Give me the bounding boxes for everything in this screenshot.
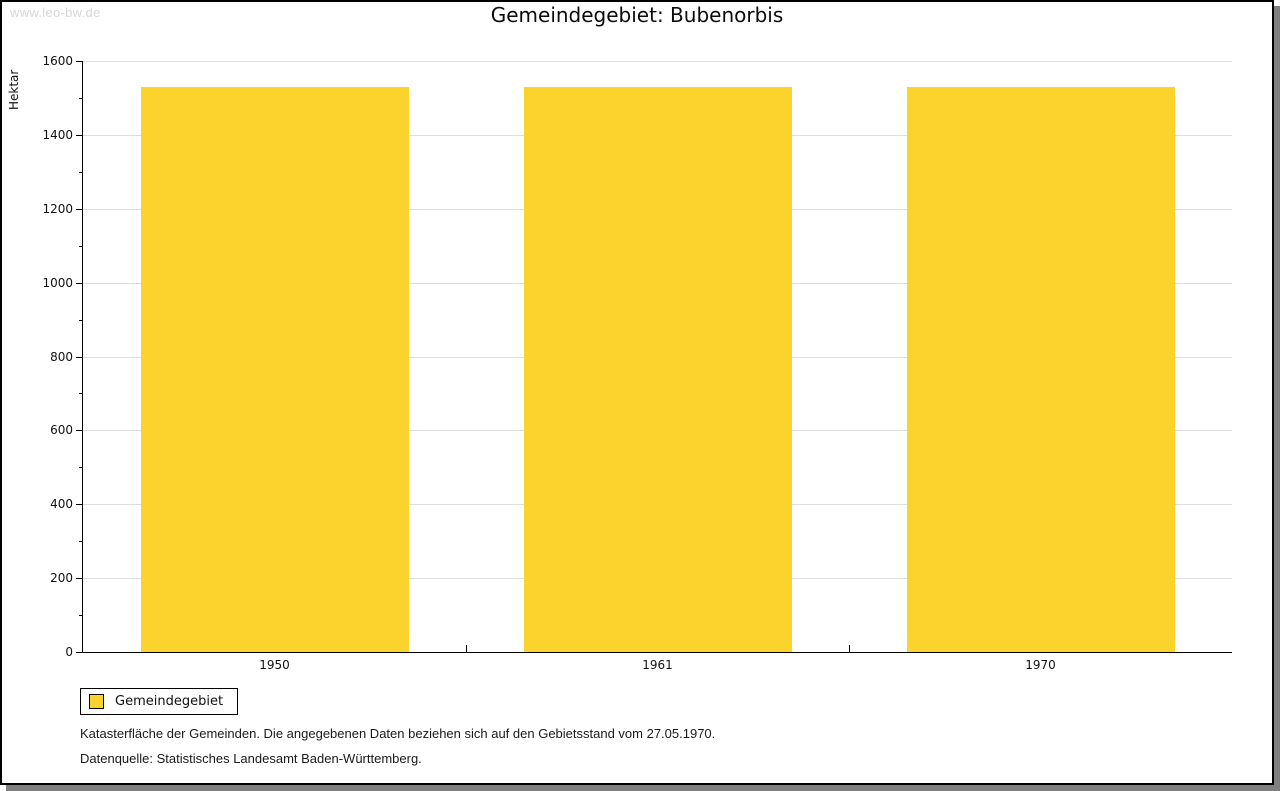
x-axis-label-1950: 1950	[259, 658, 290, 672]
y-axis-minor-tick	[79, 541, 83, 543]
x-axis-label-1961: 1961	[642, 658, 673, 672]
y-axis-major-tick	[76, 61, 83, 62]
y-axis-label: Hektar	[7, 69, 21, 110]
y-axis-tick-label: 0	[65, 645, 73, 659]
y-axis-minor-tick	[79, 171, 83, 173]
y-axis-major-tick	[76, 430, 83, 432]
y-axis-tick-label: 800	[50, 349, 73, 364]
y-axis-tick-label: 1200	[42, 201, 73, 216]
y-axis-minor-tick	[79, 393, 83, 395]
legend-swatch-icon	[89, 694, 104, 709]
y-axis-minor-tick	[79, 245, 83, 247]
y-axis-tick-label: 200	[50, 571, 73, 586]
y-axis-major-tick	[76, 652, 83, 653]
legend: Gemeindegebiet	[80, 688, 239, 715]
y-axis-major-tick	[76, 134, 83, 136]
category-boundary-tick	[466, 645, 467, 652]
y-axis-minor-tick	[79, 615, 83, 617]
bar-1950	[140, 86, 409, 652]
y-axis-major-tick	[76, 504, 83, 506]
y-axis-tick-label: 1400	[42, 127, 73, 142]
y-axis-tick-label: 1600	[42, 54, 73, 68]
x-axis-label-1970: 1970	[1025, 658, 1056, 672]
y-axis-tick-label: 600	[50, 423, 73, 438]
y-axis-major-tick	[76, 578, 83, 580]
bar-1970	[906, 86, 1175, 652]
gridline	[83, 61, 1232, 62]
footnote-data-basis: Katasterfläche der Gemeinden. Die angege…	[80, 726, 716, 741]
y-axis-minor-tick	[79, 97, 83, 99]
y-axis-major-tick	[76, 208, 83, 210]
chart-title: Gemeindegebiet: Bubenorbis	[490, 3, 784, 27]
y-axis-major-tick	[76, 356, 83, 358]
category-boundary-tick	[849, 645, 850, 652]
y-axis-minor-tick	[79, 467, 83, 469]
plot-area: 0 200 400 600 800 1000 1200 1400 1600 1950 1961 197…	[42, 54, 1232, 672]
y-axis-tick-label: 400	[50, 497, 73, 512]
y-axis-major-tick	[76, 282, 83, 284]
bar-1961	[523, 86, 792, 652]
y-axis-minor-tick	[79, 319, 83, 321]
y-axis-tick-label: 1000	[42, 275, 73, 290]
legend-label: Gemeindegebiet	[115, 694, 224, 709]
footnote-data-source: Datenquelle: Statistisches Landesamt Bad…	[80, 751, 422, 766]
watermark: www.leo-bw.de	[10, 5, 101, 20]
